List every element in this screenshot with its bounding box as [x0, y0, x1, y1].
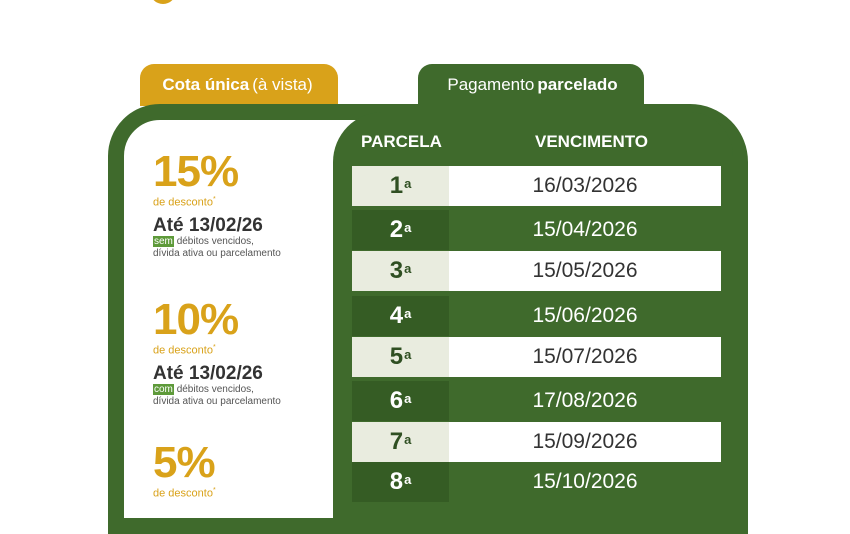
due-date: 15/07/2026	[532, 345, 638, 368]
discount-label: de desconto*	[153, 344, 216, 357]
tab-parcelado-regular: Pagamento	[447, 75, 535, 94]
header-vencimento: VENCIMENTO	[535, 132, 649, 151]
discount-deadline: Até 13/02/26	[153, 214, 263, 236]
discount-15: 15% de desconto* Até 13/02/26 sem débito…	[153, 150, 283, 260]
discount-condition: sem débitos vencidos, dívida ativa ou pa…	[153, 235, 281, 259]
discount-5: 5% de desconto*	[153, 441, 216, 500]
due-date: 15/10/2026	[532, 470, 638, 493]
discount-percent: 15%	[153, 147, 239, 196]
discount-deadline: Até 13/02/26	[153, 362, 263, 384]
discount-label: de desconto*	[153, 487, 216, 500]
top-decoration	[150, 0, 176, 4]
discount-10: 10% de desconto* Até 13/02/26 com débito…	[153, 298, 283, 408]
tab-cota-unica: Cota única (à vista)	[140, 64, 338, 106]
header-parcela: PARCELA	[361, 132, 442, 151]
condition-highlight: com	[153, 383, 174, 395]
due-date: 15/06/2026	[532, 304, 638, 327]
due-date: 17/08/2026	[532, 389, 638, 412]
tab-parcelado-bold: parcelado	[537, 75, 618, 94]
tab-pagamento-parcelado: Pagamento parcelado	[418, 64, 644, 106]
due-date: 16/03/2026	[532, 174, 638, 197]
due-date: 15/09/2026	[532, 430, 638, 453]
discount-percent: 5%	[153, 438, 216, 487]
condition-highlight: sem	[153, 235, 174, 247]
tab-cota-unica-bold: Cota única	[162, 75, 250, 94]
discount-label: de desconto*	[153, 196, 216, 209]
tab-cota-unica-regular: (à vista)	[252, 75, 313, 94]
due-date: 15/05/2026	[532, 259, 638, 282]
due-date: 15/04/2026	[532, 218, 638, 241]
discount-condition: com débitos vencidos, dívida ativa ou pa…	[153, 383, 281, 407]
discount-percent: 10%	[153, 295, 239, 344]
